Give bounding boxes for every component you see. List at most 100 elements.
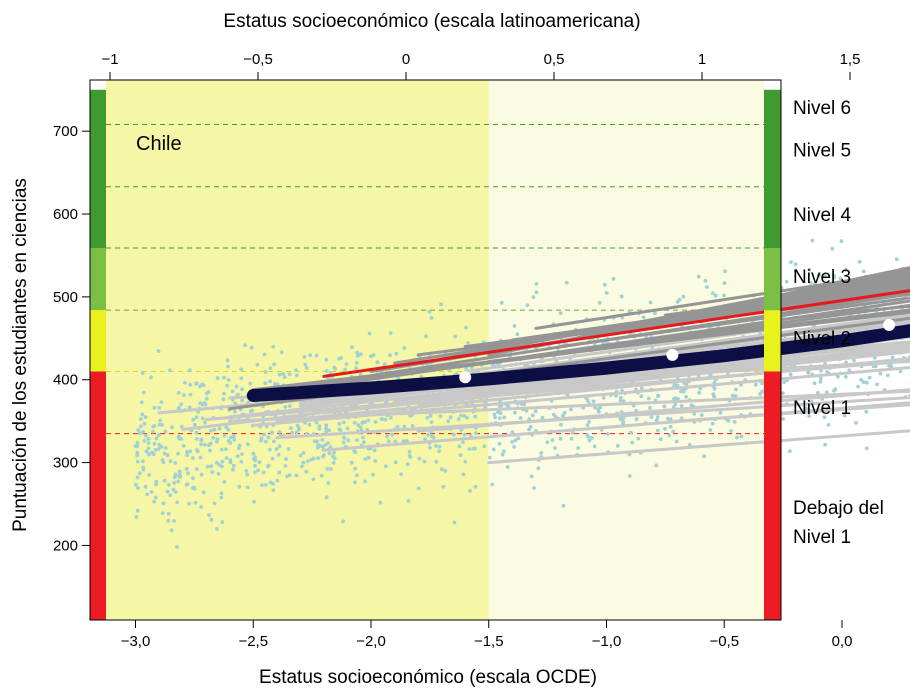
data-point bbox=[861, 269, 866, 274]
school-line bbox=[228, 389, 910, 423]
data-point bbox=[654, 463, 659, 468]
data-point bbox=[679, 389, 683, 394]
data-point bbox=[220, 520, 225, 525]
data-point bbox=[864, 409, 869, 414]
data-point bbox=[136, 486, 140, 490]
data-point bbox=[166, 483, 171, 487]
data-point bbox=[668, 424, 673, 429]
data-point bbox=[324, 429, 329, 434]
school-line bbox=[628, 277, 910, 330]
data-point bbox=[287, 372, 292, 376]
data-point bbox=[467, 447, 472, 451]
data-point bbox=[662, 404, 667, 409]
data-point bbox=[256, 468, 261, 473]
data-point bbox=[141, 465, 146, 470]
data-point bbox=[619, 294, 624, 299]
data-point bbox=[878, 371, 883, 376]
data-point bbox=[516, 436, 521, 441]
data-point bbox=[513, 410, 517, 415]
data-point bbox=[502, 415, 507, 420]
school-line bbox=[275, 396, 910, 440]
data-point bbox=[604, 291, 609, 295]
data-point bbox=[730, 393, 735, 398]
data-point bbox=[295, 430, 299, 435]
data-point bbox=[156, 446, 161, 451]
data-point bbox=[169, 528, 174, 533]
school-line bbox=[557, 313, 910, 365]
data-point bbox=[562, 410, 567, 415]
data-point bbox=[703, 278, 708, 283]
data-point bbox=[212, 501, 217, 506]
data-point bbox=[656, 393, 661, 398]
data-point bbox=[843, 375, 848, 379]
data-point bbox=[627, 474, 632, 478]
data-point bbox=[153, 448, 158, 452]
data-point bbox=[139, 417, 143, 421]
data-point bbox=[434, 444, 438, 448]
data-point bbox=[203, 402, 208, 407]
data-point bbox=[510, 430, 515, 434]
data-point bbox=[195, 449, 200, 454]
data-point bbox=[165, 489, 170, 494]
data-point bbox=[324, 357, 329, 362]
data-point bbox=[304, 469, 309, 474]
data-point bbox=[266, 435, 271, 440]
data-point bbox=[861, 380, 866, 384]
data-point bbox=[159, 444, 164, 449]
data-point bbox=[187, 405, 192, 410]
data-point bbox=[708, 428, 713, 432]
data-point bbox=[272, 439, 276, 444]
data-point bbox=[133, 482, 138, 487]
y-tick-label: 500 bbox=[53, 289, 78, 306]
data-point bbox=[175, 500, 180, 505]
data-point bbox=[648, 300, 653, 305]
data-point bbox=[585, 432, 590, 437]
data-point bbox=[166, 511, 171, 516]
data-point bbox=[667, 433, 672, 438]
data-point bbox=[243, 343, 247, 348]
data-point bbox=[277, 444, 282, 449]
data-point bbox=[271, 344, 276, 349]
data-point bbox=[854, 421, 858, 425]
data-point bbox=[137, 471, 142, 476]
school-line bbox=[746, 316, 910, 349]
data-point bbox=[209, 464, 214, 469]
data-point bbox=[250, 408, 255, 413]
data-point bbox=[438, 414, 443, 419]
data-point bbox=[885, 373, 890, 378]
data-point bbox=[388, 415, 393, 420]
data-point bbox=[314, 420, 319, 425]
data-point bbox=[219, 447, 224, 452]
data-point bbox=[225, 383, 229, 388]
data-point bbox=[201, 490, 206, 495]
level-label: Nivel 3 bbox=[793, 267, 851, 288]
data-point bbox=[671, 429, 675, 434]
proficiency-level-bars bbox=[90, 89, 781, 620]
x-tick-label: 0,0 bbox=[832, 633, 853, 650]
y-axis-title: Puntuación de los estudiantes en ciencia… bbox=[10, 178, 31, 532]
data-point bbox=[601, 395, 606, 400]
data-point bbox=[286, 447, 291, 451]
data-point bbox=[713, 293, 718, 298]
data-point bbox=[173, 472, 178, 477]
data-point bbox=[224, 456, 229, 460]
data-point bbox=[341, 420, 346, 425]
data-point bbox=[463, 459, 468, 464]
data-point bbox=[564, 280, 569, 285]
data-point bbox=[466, 341, 470, 345]
level-label: Nivel 6 bbox=[793, 98, 851, 119]
data-point bbox=[465, 415, 469, 420]
data-point bbox=[221, 397, 226, 402]
data-point bbox=[464, 325, 468, 330]
data-point bbox=[311, 477, 316, 482]
data-point bbox=[396, 376, 400, 380]
data-point bbox=[311, 456, 316, 461]
data-point bbox=[512, 445, 517, 449]
data-point bbox=[358, 425, 363, 430]
x-tick-label: −3,0 bbox=[121, 633, 151, 650]
data-point bbox=[326, 441, 330, 446]
data-point bbox=[437, 449, 441, 454]
gradient-marker bbox=[459, 371, 472, 384]
data-point bbox=[331, 460, 336, 465]
data-point bbox=[681, 294, 686, 299]
